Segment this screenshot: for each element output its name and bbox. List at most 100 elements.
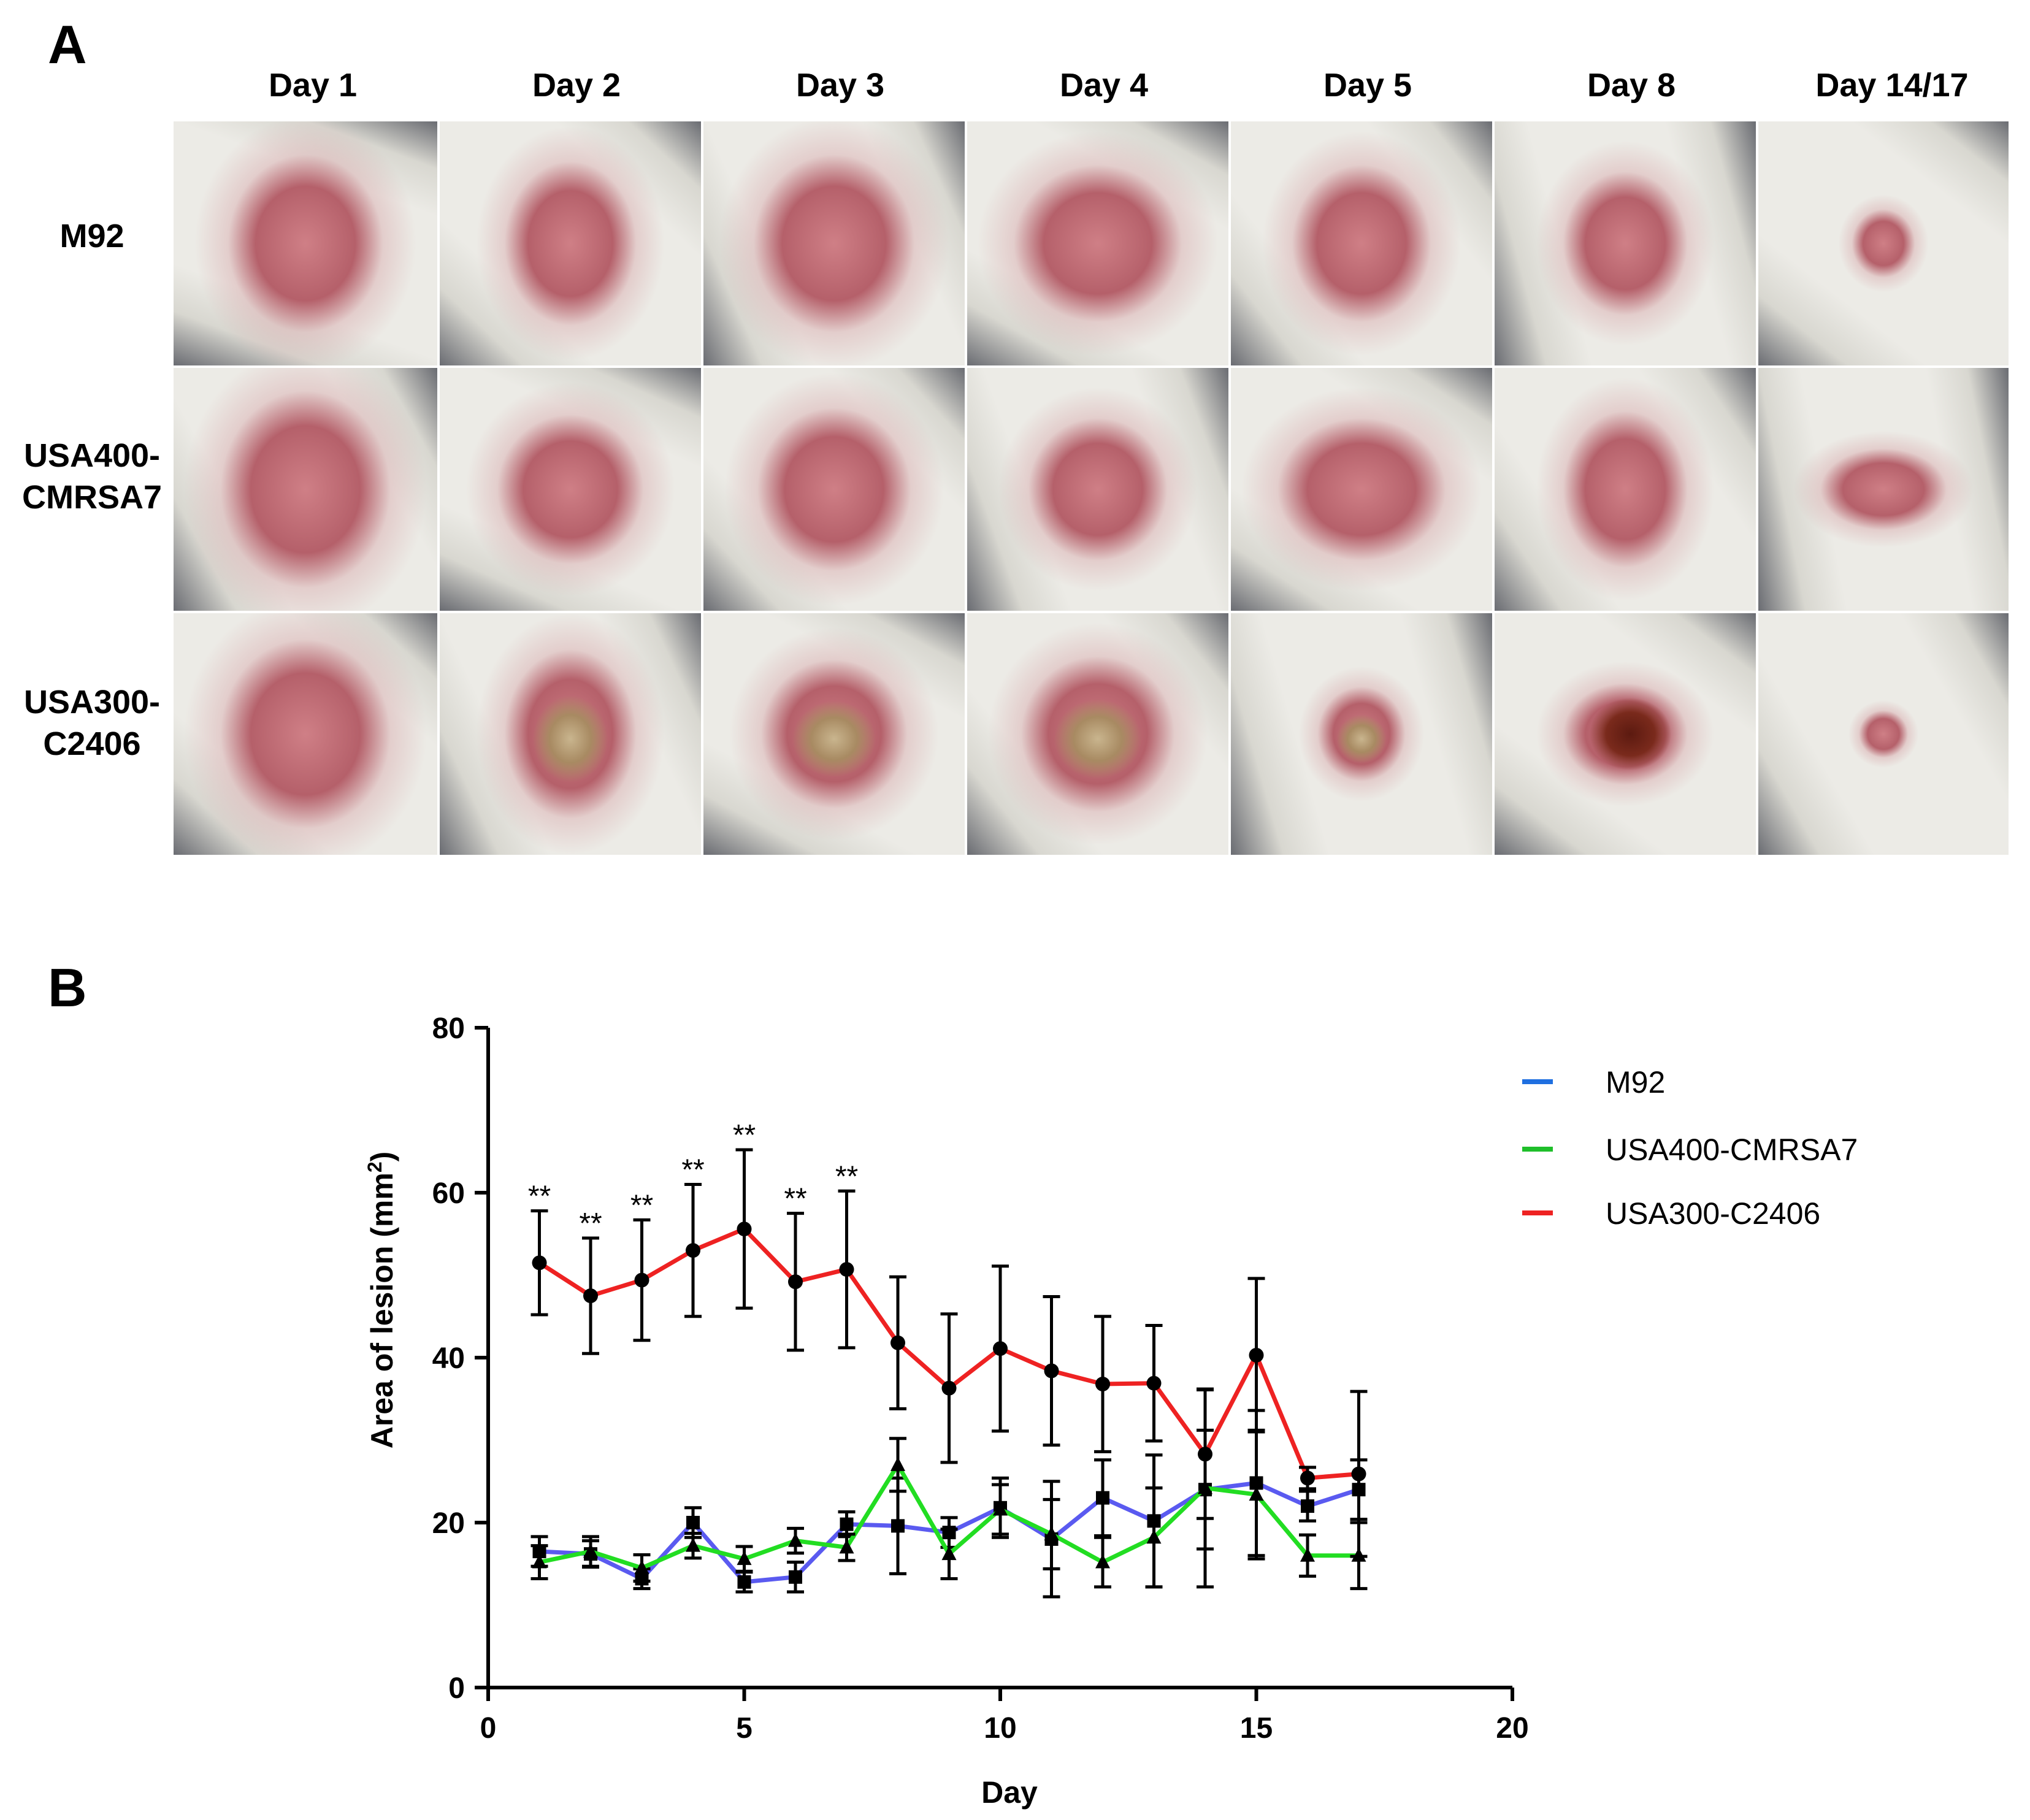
data-point	[737, 1575, 751, 1589]
lesion-photo-1-4	[967, 121, 1228, 365]
lesion-photo-grid	[174, 121, 2021, 857]
data-point	[840, 1517, 854, 1531]
row-label-line: USA300-	[23, 684, 161, 721]
data-point	[1249, 1347, 1264, 1363]
data-point	[993, 1341, 1008, 1356]
row-label-line: USA400-	[23, 437, 161, 474]
lesion-photo-3-6	[1495, 613, 1756, 855]
x-tick-label: 5	[736, 1712, 753, 1745]
significance-stars: **	[835, 1160, 858, 1193]
data-point	[891, 1335, 905, 1350]
y-tick-label: 20	[432, 1507, 465, 1540]
x-tick-label: 20	[1496, 1712, 1528, 1745]
column-label-day-3: Day 3	[795, 67, 885, 104]
y-tick-label: 40	[432, 1342, 465, 1375]
lesion-photo-1-1	[174, 121, 437, 365]
column-label-day-8: Day 8	[1587, 67, 1676, 104]
data-point	[583, 1543, 598, 1558]
data-point	[532, 1554, 547, 1569]
lesion-photo-2-4	[967, 368, 1228, 611]
series-usa300-c2406	[530, 1148, 1368, 1558]
data-point	[789, 1570, 802, 1584]
lesion-photo-1-5	[1231, 121, 1492, 365]
lesion-photo-1-7	[1758, 121, 2009, 365]
data-point	[1301, 1499, 1314, 1513]
lesion-photo-3-3	[703, 613, 965, 855]
data-point	[686, 1243, 700, 1258]
significance-stars: **	[528, 1180, 551, 1213]
data-point	[1096, 1491, 1109, 1505]
y-tick-label: 0	[448, 1672, 465, 1705]
legend-label-m92: M92	[1606, 1065, 1665, 1099]
column-label-day-1: Day 1	[268, 67, 358, 104]
y-tick-label: 80	[432, 1012, 465, 1045]
y-axis-label-superscript: 2	[364, 1161, 386, 1172]
data-point	[839, 1539, 854, 1554]
x-axis-label: Day	[981, 1775, 1038, 1810]
data-point	[891, 1456, 905, 1471]
lesion-photo-1-2	[440, 121, 701, 365]
lesion-photo-2-7	[1758, 368, 2009, 611]
data-point	[737, 1222, 752, 1237]
y-axis-label: Area of lesion (mm2)	[364, 1152, 399, 1449]
lesion-photo-2-1	[174, 368, 437, 611]
lesion-photo-2-2	[440, 368, 701, 611]
significance-stars: **	[630, 1189, 653, 1222]
row-label-usa300: USA300- C2406	[6, 682, 178, 765]
data-point	[993, 1501, 1008, 1516]
significance-stars: **	[579, 1207, 602, 1240]
significance-stars: **	[733, 1119, 756, 1152]
data-point	[686, 1516, 700, 1529]
lesion-photo-3-4	[967, 613, 1228, 855]
data-point	[1249, 1486, 1264, 1501]
row-label-m92: M92	[6, 216, 178, 258]
row-label-line: CMRSA7	[21, 478, 163, 516]
data-point	[788, 1532, 803, 1547]
data-point	[583, 1288, 598, 1304]
lesion-photo-3-7	[1758, 613, 2009, 855]
data-point	[1198, 1447, 1212, 1462]
x-tick-label: 10	[984, 1712, 1016, 1745]
lesion-photo-1-6	[1495, 121, 1756, 365]
data-point	[532, 1255, 547, 1271]
data-point	[1351, 1466, 1366, 1482]
data-point	[941, 1380, 957, 1396]
data-point	[788, 1274, 803, 1290]
data-point	[1300, 1547, 1315, 1562]
column-label-day-4: Day 4	[1059, 67, 1149, 104]
row-label-usa400: USA400- CMRSA7	[6, 435, 178, 518]
lesion-photo-2-5	[1231, 368, 1492, 611]
y-axis-label-close: )	[365, 1152, 399, 1162]
lesion-photo-2-6	[1495, 368, 1756, 611]
significance-stars: **	[784, 1183, 806, 1215]
x-tick-label: 15	[1240, 1712, 1273, 1745]
lesion-photo-3-2	[440, 613, 701, 855]
data-point	[1146, 1375, 1162, 1391]
data-point	[891, 1519, 905, 1533]
y-tick-label: 60	[432, 1177, 465, 1210]
data-point	[1095, 1554, 1110, 1569]
column-label-day-5: Day 5	[1323, 67, 1412, 104]
column-label-day-14-17: Day 14/17	[1815, 67, 1969, 104]
legend-label-usa400: USA400-CMRSA7	[1606, 1133, 1858, 1167]
data-point	[839, 1262, 854, 1277]
panel-label-b: B	[48, 957, 87, 1018]
data-point	[1095, 1377, 1110, 1392]
data-point	[1300, 1470, 1315, 1486]
column-label-day-2: Day 2	[532, 67, 621, 104]
data-point	[941, 1546, 957, 1561]
row-label-line: M92	[59, 218, 124, 254]
series-usa400-cmrsa7	[530, 1387, 1368, 1591]
significance-stars: **	[681, 1154, 704, 1187]
data-point	[1044, 1363, 1059, 1378]
data-point	[737, 1551, 752, 1566]
chart-axes: 0 5 10 15 20 0 20 40 60 80	[432, 1012, 1529, 1745]
lesion-photo-3-5	[1231, 613, 1492, 855]
y-axis-label-text: Area of lesion (mm	[365, 1172, 399, 1448]
data-point	[1146, 1529, 1162, 1544]
data-point	[1044, 1526, 1059, 1540]
row-label-line: C2406	[43, 725, 141, 762]
data-point	[634, 1559, 649, 1574]
lesion-photo-1-3	[703, 121, 965, 365]
